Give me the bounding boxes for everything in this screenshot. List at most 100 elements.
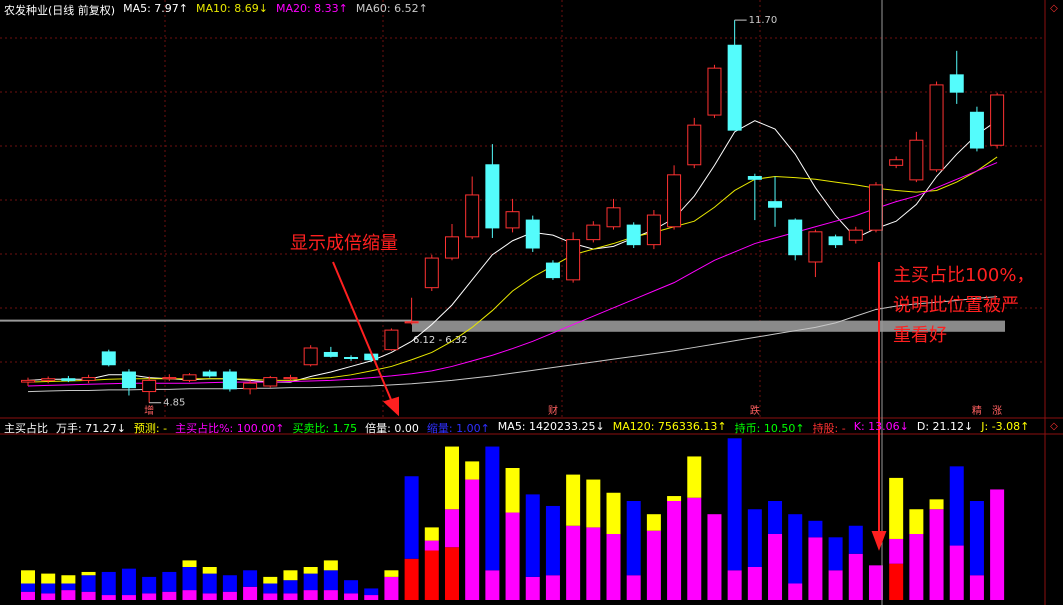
indicator: 持股: -	[812, 422, 846, 435]
candle-body	[969, 111, 984, 149]
bar-segment	[606, 534, 621, 600]
scroll-icon[interactable]: ◇	[1050, 421, 1058, 432]
bar-segment	[243, 586, 258, 600]
bar-segment	[646, 530, 661, 600]
bar-segment	[949, 466, 964, 546]
bar-segment	[909, 534, 924, 600]
indicator: 预测: -	[133, 422, 168, 435]
bar-segment	[465, 479, 480, 600]
price-label: 11.70	[749, 15, 778, 26]
bar-segment	[424, 550, 439, 600]
ma-line	[27, 296, 998, 393]
ma-line	[27, 162, 998, 387]
bottom-header: 主买占比 万手: 71.27↓ 预测: - 主买占比%: 100.00↑ 买卖比: 1…	[4, 420, 1029, 436]
bar-segment	[788, 514, 803, 584]
bar-segment	[182, 567, 197, 591]
candle-body	[929, 84, 944, 171]
chart-title: 主买占比	[4, 422, 48, 435]
bar-segment	[525, 576, 540, 600]
bar-segment	[727, 570, 742, 600]
bar-segment	[283, 593, 298, 600]
bar-segment	[768, 501, 783, 534]
range-band	[412, 320, 1005, 332]
bar-segment	[404, 476, 419, 559]
bar-segment	[101, 571, 116, 596]
annotation: 说明此位置被严	[893, 295, 1019, 316]
indicator: 缩量: 1.00↑	[426, 422, 490, 435]
event-label: 增	[144, 404, 154, 417]
bar-segment	[969, 575, 984, 600]
candle-body	[303, 347, 318, 366]
bar-segment	[182, 560, 197, 567]
candle-body	[868, 184, 883, 231]
candle-body	[323, 351, 338, 357]
indicator: 万手: 71.27↓	[56, 422, 126, 435]
bar-segment	[384, 576, 399, 600]
scroll-icon[interactable]: ◇	[1050, 3, 1058, 14]
bar-segment	[505, 468, 520, 513]
indicator: K: 13.06↓	[853, 420, 909, 433]
event-label: 财	[548, 404, 558, 417]
candle-body	[283, 377, 298, 380]
bar-segment	[41, 593, 56, 600]
bar-segment	[889, 538, 904, 564]
candle-body	[81, 377, 96, 381]
candle-body	[384, 329, 399, 351]
candle-body	[243, 382, 258, 390]
candle-body	[142, 379, 157, 393]
bar-segment	[667, 496, 682, 501]
range-label: 6.12 - 6.32	[413, 335, 468, 346]
grid-decor	[0, 0, 1045, 418]
bar-segment	[969, 501, 984, 576]
candle-body	[626, 224, 641, 246]
bar-segment	[667, 501, 682, 600]
bar-segment	[81, 571, 96, 576]
event-label: 涨	[992, 405, 1002, 417]
candle-body	[949, 74, 964, 93]
bar-segment	[929, 499, 944, 510]
bar-segment	[303, 573, 318, 591]
bar-segment	[344, 593, 359, 600]
bar-segment	[808, 537, 823, 600]
bar-segment	[747, 567, 762, 600]
bar-segment	[606, 492, 621, 534]
bar-segment	[263, 593, 278, 600]
candle-body	[41, 378, 56, 381]
candle-body	[747, 176, 762, 180]
bar-segment	[222, 575, 237, 592]
candle-body	[344, 356, 359, 359]
bar-segment	[626, 501, 641, 576]
indicator: MA5: 1420233.25↓	[497, 420, 605, 433]
top-header: 农发种业(日线 前复权) MA5: 7.97↑ MA10: 8.69↓ MA20: …	[4, 2, 428, 18]
bar-segment	[162, 571, 177, 592]
indicator: 买卖比: 1.75	[292, 422, 358, 435]
bar-segment	[889, 563, 904, 600]
bar-segment	[303, 590, 318, 600]
bar-segment	[444, 547, 459, 600]
candle-body	[545, 262, 560, 279]
arrows	[332, 261, 887, 551]
bar-segment	[142, 576, 157, 594]
bar-segment	[21, 570, 35, 584]
bar-segment	[828, 537, 843, 571]
legend-entry: MA20: 8.33↑	[275, 2, 348, 15]
bar-segment	[707, 514, 722, 600]
legend-entry: MA60: 6.52↑	[355, 2, 428, 15]
candle-body	[182, 374, 197, 381]
bar-segment	[121, 568, 136, 596]
candle-body	[162, 377, 177, 380]
bar-segment	[485, 570, 500, 600]
bar-segment	[848, 525, 863, 554]
candle-body	[768, 201, 783, 208]
chart-title: 农发种业(日线 前复权)	[4, 4, 116, 17]
legend-entry: MA5: 7.97↑	[123, 2, 189, 15]
bar-segment	[283, 570, 298, 581]
bar-segment	[202, 593, 217, 600]
indicator: MA120: 756336.13↑	[612, 420, 727, 433]
bar-segment	[81, 575, 96, 592]
candle-body	[808, 231, 823, 263]
bar-segment	[566, 525, 581, 600]
bar-segment	[81, 591, 96, 600]
